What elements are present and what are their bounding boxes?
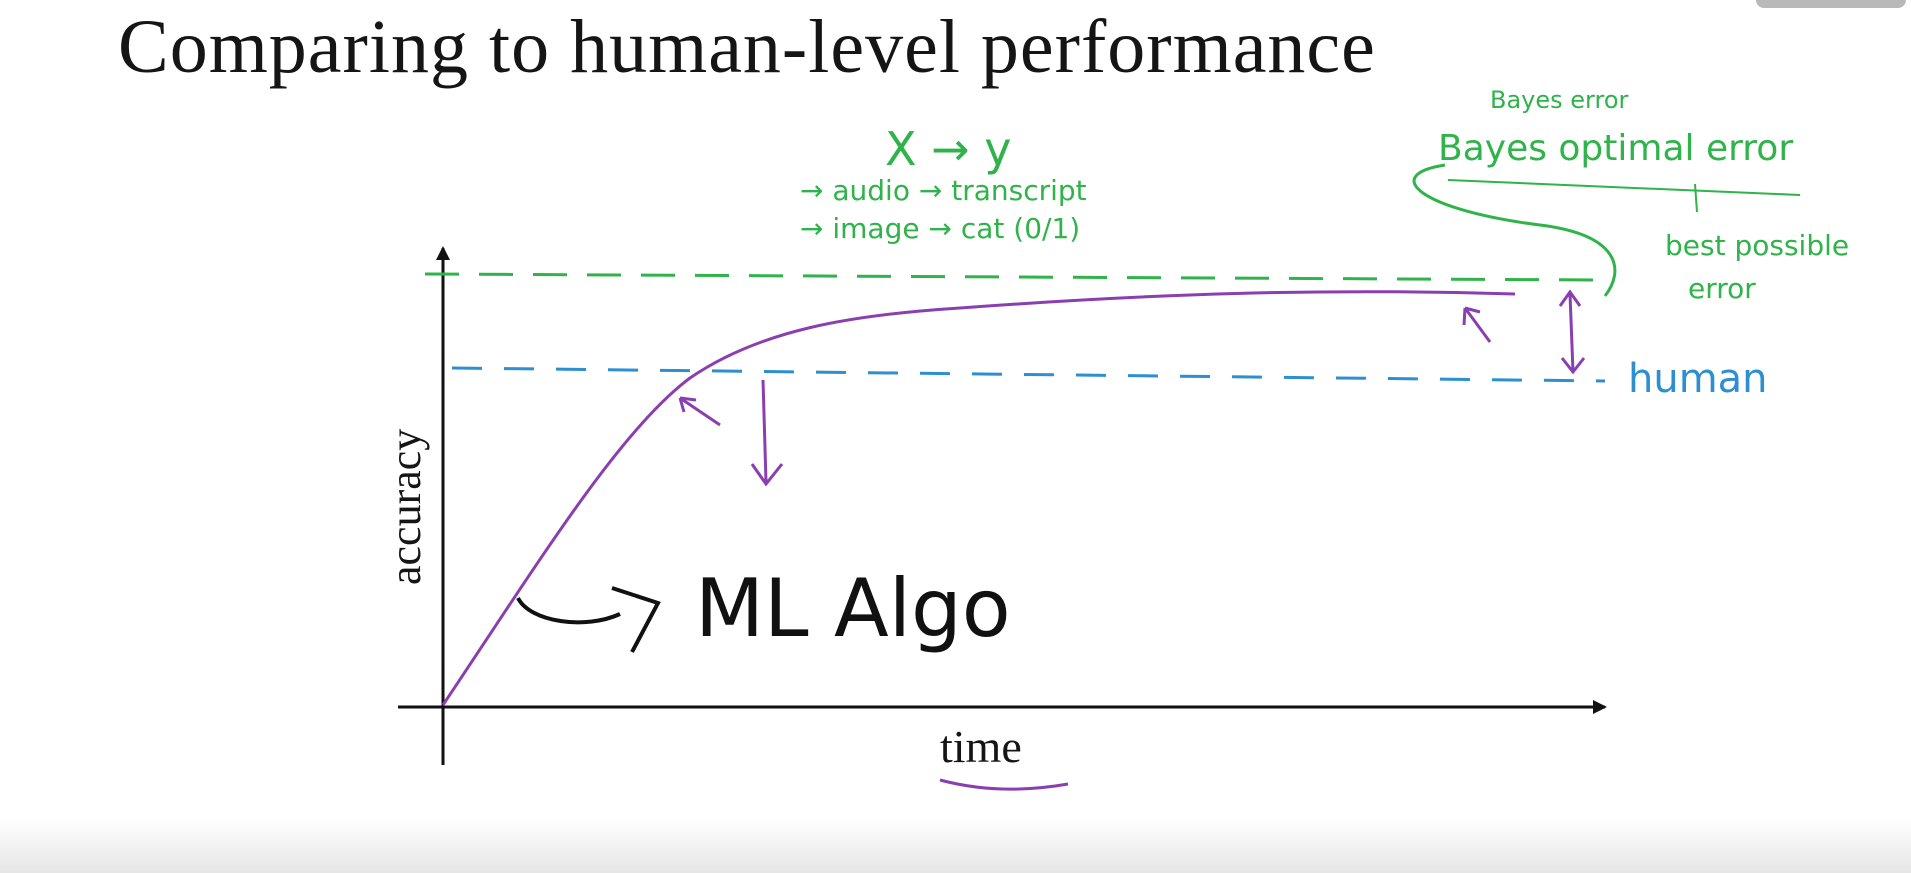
ml-algo-pointer-head <box>611 586 661 653</box>
y-axis-label: accuracy <box>381 429 430 585</box>
bayes-optimal-error-label: Bayes optimal error <box>1438 128 1793 169</box>
slide-title: Comparing to human-level performance <box>118 5 1376 89</box>
human-label: human <box>1628 356 1768 402</box>
bayes-optimal-underline <box>1447 179 1801 196</box>
best-possible-label: best possible <box>1665 229 1849 262</box>
ml-algo-accuracy-curve <box>441 290 1516 706</box>
audio-transcript-example: → audio → transcript <box>800 174 1087 207</box>
error-label: error <box>1688 272 1756 305</box>
human-level-line <box>451 366 1606 383</box>
xy-mapping-label: X → y <box>885 122 1012 176</box>
video-player-bottom-bar <box>0 818 1911 873</box>
bayes-error-line <box>424 272 1606 282</box>
ml-algo-label: ML Algo <box>695 562 1011 655</box>
x-axis-label: time <box>940 721 1022 772</box>
bayes-bracket-curve <box>1412 163 1617 297</box>
bayes-error-label: Bayes error <box>1490 86 1629 114</box>
top-right-overlay-widget[interactable] <box>1756 0 1906 8</box>
bayes-optimal-connector <box>1694 183 1698 213</box>
human-gap-arrow <box>678 379 784 487</box>
bayes-gap-arrow <box>1462 289 1586 375</box>
ml-algo-pointer-curve <box>516 596 621 625</box>
image-cat-example: → image → cat (0/1) <box>800 212 1080 245</box>
x-axis-label-underline <box>939 778 1069 791</box>
